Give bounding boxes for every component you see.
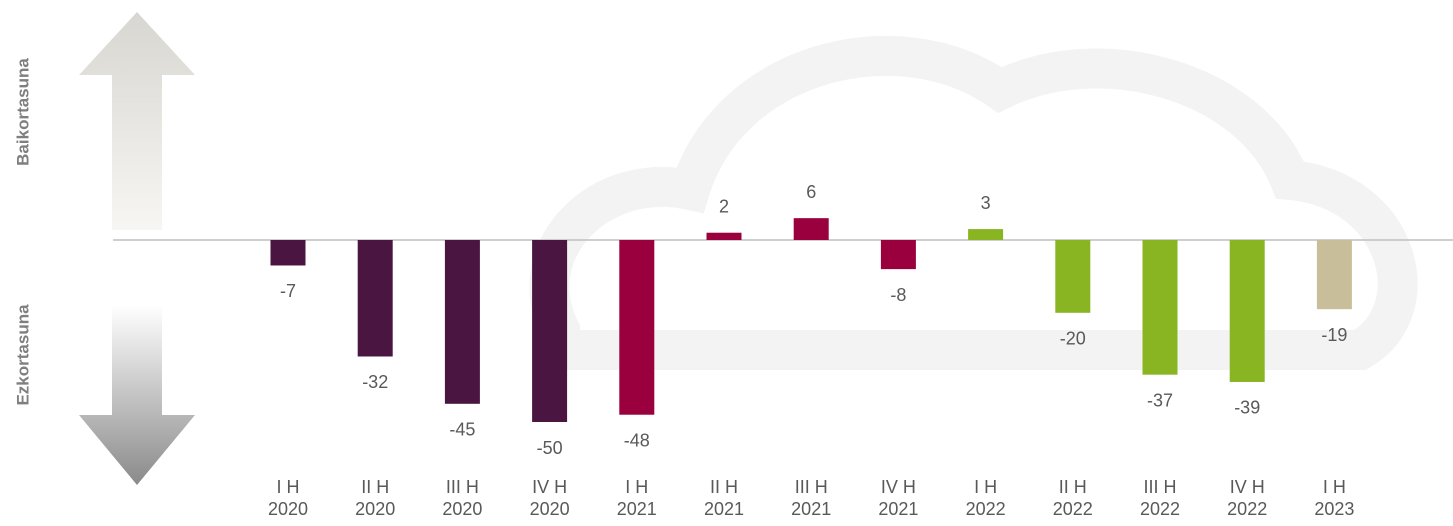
x-tick-label: 2021 (878, 499, 918, 519)
bar (880, 240, 916, 270)
bar (532, 240, 568, 422)
bar (444, 240, 480, 404)
bar (793, 218, 829, 240)
x-tick-label: III H (1143, 477, 1176, 497)
down-arrow (79, 305, 195, 485)
x-tick-label: 2020 (268, 499, 308, 519)
data-label: -37 (1147, 390, 1173, 410)
bar (357, 240, 393, 357)
x-tick-label: 2022 (1227, 499, 1267, 519)
x-tick-label: 2020 (442, 499, 482, 519)
data-label: -48 (624, 430, 650, 450)
x-tick-label: II H (1059, 477, 1087, 497)
data-label: -20 (1060, 329, 1086, 349)
bar (1055, 240, 1091, 313)
x-tick-label: 2023 (1314, 499, 1354, 519)
x-tick-label: III H (446, 477, 479, 497)
x-tick-label: 2021 (617, 499, 657, 519)
x-tick-label: 2020 (355, 499, 395, 519)
data-label: 6 (806, 182, 816, 202)
x-tick-label: 2021 (704, 499, 744, 519)
x-tick-label: III H (795, 477, 828, 497)
x-tick-label: IV H (532, 477, 567, 497)
data-label: -19 (1321, 325, 1347, 345)
x-tick-label: 2022 (966, 499, 1006, 519)
bar (968, 229, 1004, 240)
x-tick-label: IV H (1230, 477, 1265, 497)
data-label: 3 (981, 193, 991, 213)
x-tick-label: 2022 (1053, 499, 1093, 519)
data-label: -32 (362, 372, 388, 392)
bar (1316, 240, 1352, 310)
x-tick-label: I H (625, 477, 648, 497)
axis-label: Baikortasuna (13, 58, 32, 166)
x-tick-label: I H (1323, 477, 1346, 497)
x-tick-label: IV H (881, 477, 916, 497)
bar (1229, 240, 1265, 382)
axis-label: Ezkortasuna (13, 304, 32, 406)
x-tick-label: I H (974, 477, 997, 497)
bar (1142, 240, 1178, 375)
bar (270, 240, 306, 266)
bar (706, 232, 742, 240)
x-tick-label: I H (276, 477, 299, 497)
x-tick-label: II H (710, 477, 738, 497)
bar (619, 240, 655, 415)
up-arrow (79, 12, 195, 230)
x-tick-label: 2022 (1140, 499, 1180, 519)
background-cloud (529, 35, 1418, 370)
x-tick-label: 2021 (791, 499, 831, 519)
data-label: -39 (1234, 398, 1260, 418)
data-label: -8 (890, 285, 906, 305)
data-label: -50 (537, 438, 563, 458)
data-label: 2 (719, 196, 729, 216)
data-label: -7 (280, 281, 296, 301)
data-label: -45 (449, 420, 475, 440)
x-tick-label: 2020 (530, 499, 570, 519)
x-tick-label: II H (361, 477, 389, 497)
